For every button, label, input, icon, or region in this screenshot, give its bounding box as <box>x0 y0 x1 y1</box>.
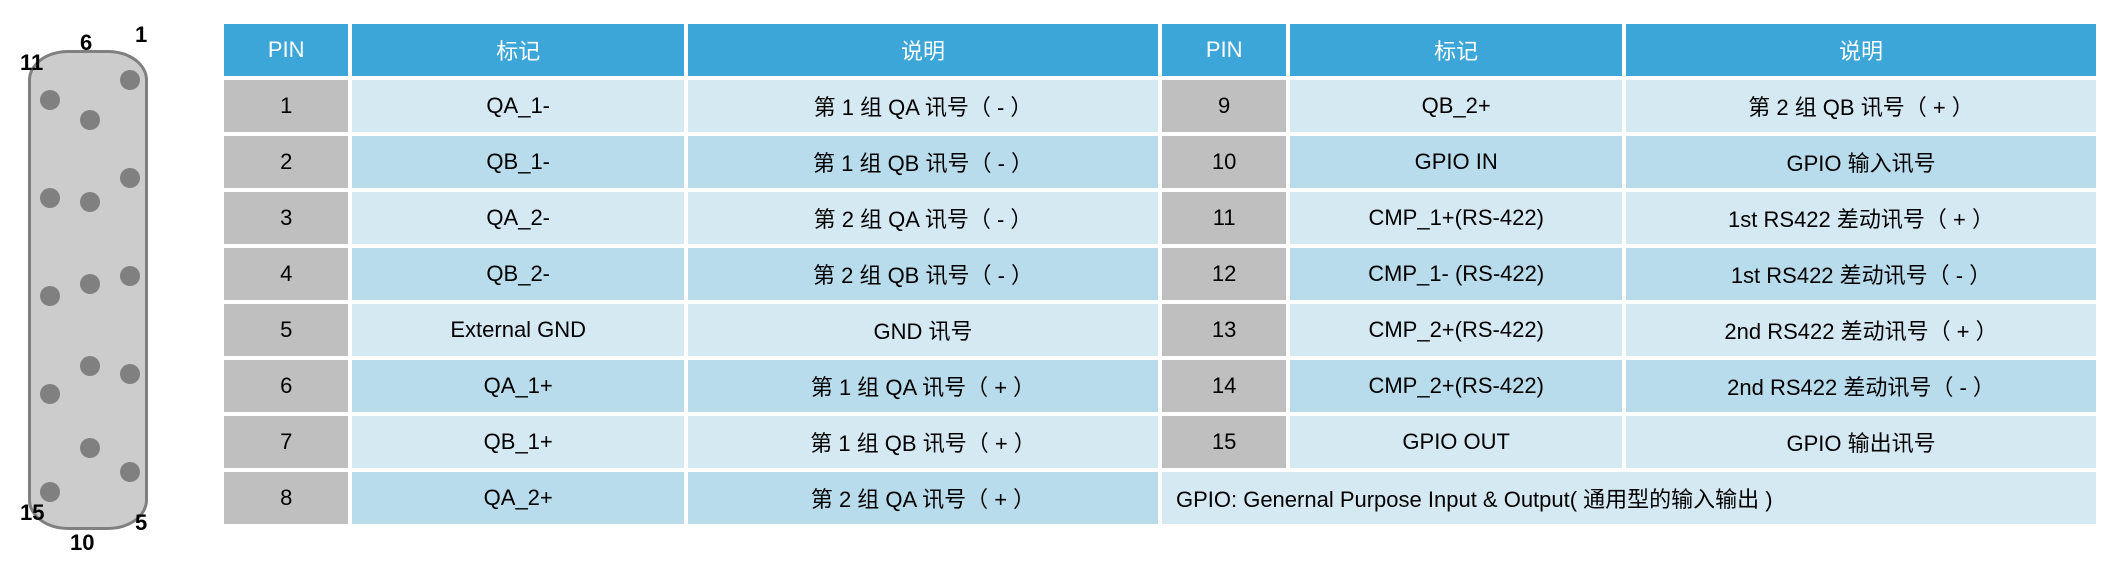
mark-cell: CMP_1- (RS-422) <box>1290 248 1622 300</box>
mark-cell: CMP_2+(RS-422) <box>1290 360 1622 412</box>
pin-cell: 10 <box>1162 136 1286 188</box>
th-desc-2: 说明 <box>1626 24 2096 76</box>
table-row: 4QB_2-第 2 组 QB 讯号（ - ）12CMP_1- (RS-422)1… <box>224 248 2096 300</box>
pin-cell: 6 <box>224 360 348 412</box>
mark-cell: External GND <box>352 304 684 356</box>
pin-label-10: 10 <box>70 530 94 556</box>
pin-dot <box>40 384 60 404</box>
pin-cell: 7 <box>224 416 348 468</box>
th-pin-1: PIN <box>224 24 348 76</box>
pin-cell: 4 <box>224 248 348 300</box>
desc-cell: 第 1 组 QA 讯号（ - ） <box>688 80 1158 132</box>
desc-cell: 第 1 组 QB 讯号（ + ） <box>688 416 1158 468</box>
desc-cell: 2nd RS422 差动讯号（ - ） <box>1626 360 2096 412</box>
pin-dot <box>40 188 60 208</box>
pin-dot <box>120 364 140 384</box>
table-row: 7QB_1+第 1 组 QB 讯号（ + ）15GPIO OUTGPIO 输出讯… <box>224 416 2096 468</box>
mark-cell: CMP_2+(RS-422) <box>1290 304 1622 356</box>
pin-cell: 8 <box>224 472 348 524</box>
pin-label-5: 5 <box>135 510 147 536</box>
table-row: 8QA_2+第 2 组 QA 讯号（ + ）GPIO: Genernal Pur… <box>224 472 2096 524</box>
pin-label-1: 1 <box>135 22 147 48</box>
pin-cell: 15 <box>1162 416 1286 468</box>
pin-cell: 5 <box>224 304 348 356</box>
pin-label-15: 15 <box>20 500 44 526</box>
mark-cell: CMP_1+(RS-422) <box>1290 192 1622 244</box>
mark-cell: QB_1- <box>352 136 684 188</box>
pin-dot <box>120 266 140 286</box>
th-desc-1: 说明 <box>688 24 1158 76</box>
desc-cell: 第 1 组 QB 讯号（ - ） <box>688 136 1158 188</box>
pinout-table: PIN 标记 说明 PIN 标记 说明 1QA_1-第 1 组 QA 讯号（ -… <box>220 20 2100 528</box>
pin-dot <box>40 482 60 502</box>
pin-dot <box>80 110 100 130</box>
pin-dot <box>80 438 100 458</box>
pin-cell: 12 <box>1162 248 1286 300</box>
desc-cell: 第 2 组 QA 讯号（ - ） <box>688 192 1158 244</box>
th-pin-2: PIN <box>1162 24 1286 76</box>
table-header-row: PIN 标记 说明 PIN 标记 说明 <box>224 24 2096 76</box>
pin-cell: 2 <box>224 136 348 188</box>
footnote-cell: GPIO: Genernal Purpose Input & Output( 通… <box>1162 472 2096 524</box>
mark-cell: QB_1+ <box>352 416 684 468</box>
pin-cell: 3 <box>224 192 348 244</box>
mark-cell: GPIO OUT <box>1290 416 1622 468</box>
pin-label-11: 11 <box>20 50 43 76</box>
pin-dot <box>40 286 60 306</box>
table-body: 1QA_1-第 1 组 QA 讯号（ - ）9QB_2+第 2 组 QB 讯号（… <box>224 80 2096 524</box>
pin-dot <box>120 168 140 188</box>
mark-cell: QA_2+ <box>352 472 684 524</box>
table-row: 3QA_2-第 2 组 QA 讯号（ - ）11CMP_1+(RS-422)1s… <box>224 192 2096 244</box>
pin-dot <box>80 356 100 376</box>
table-row: 5External GNDGND 讯号13CMP_2+(RS-422)2nd R… <box>224 304 2096 356</box>
pin-cell: 11 <box>1162 192 1286 244</box>
th-mark-2: 标记 <box>1290 24 1622 76</box>
desc-cell: 第 2 组 QB 讯号（ + ） <box>1626 80 2096 132</box>
desc-cell: GPIO 输出讯号 <box>1626 416 2096 468</box>
mark-cell: QA_2- <box>352 192 684 244</box>
table-row: 6QA_1+第 1 组 QA 讯号（ + ）14CMP_2+(RS-422)2n… <box>224 360 2096 412</box>
pin-dot <box>120 70 140 90</box>
desc-cell: GND 讯号 <box>688 304 1158 356</box>
pin-cell: 9 <box>1162 80 1286 132</box>
pin-cell: 1 <box>224 80 348 132</box>
th-mark-1: 标记 <box>352 24 684 76</box>
desc-cell: 第 2 组 QA 讯号（ + ） <box>688 472 1158 524</box>
pinout-table-wrap: PIN 标记 说明 PIN 标记 说明 1QA_1-第 1 组 QA 讯号（ -… <box>220 20 2100 528</box>
mark-cell: QA_1- <box>352 80 684 132</box>
desc-cell: GPIO 输入讯号 <box>1626 136 2096 188</box>
connector-diagram: 1 6 11 5 10 15 <box>20 20 160 550</box>
table-row: 1QA_1-第 1 组 QA 讯号（ - ）9QB_2+第 2 组 QB 讯号（… <box>224 80 2096 132</box>
pin-label-6: 6 <box>80 30 92 56</box>
pin-dot <box>40 90 60 110</box>
desc-cell: 第 1 组 QA 讯号（ + ） <box>688 360 1158 412</box>
mark-cell: QB_2+ <box>1290 80 1622 132</box>
desc-cell: 1st RS422 差动讯号（ + ） <box>1626 192 2096 244</box>
mark-cell: QB_2- <box>352 248 684 300</box>
desc-cell: 2nd RS422 差动讯号（ + ） <box>1626 304 2096 356</box>
pin-dot <box>80 192 100 212</box>
pin-cell: 13 <box>1162 304 1286 356</box>
pin-dot <box>120 462 140 482</box>
table-row: 2QB_1-第 1 组 QB 讯号（ - ）10GPIO INGPIO 输入讯号 <box>224 136 2096 188</box>
mark-cell: QA_1+ <box>352 360 684 412</box>
desc-cell: 1st RS422 差动讯号（ - ） <box>1626 248 2096 300</box>
desc-cell: 第 2 组 QB 讯号（ - ） <box>688 248 1158 300</box>
mark-cell: GPIO IN <box>1290 136 1622 188</box>
pin-dot <box>80 274 100 294</box>
pin-cell: 14 <box>1162 360 1286 412</box>
